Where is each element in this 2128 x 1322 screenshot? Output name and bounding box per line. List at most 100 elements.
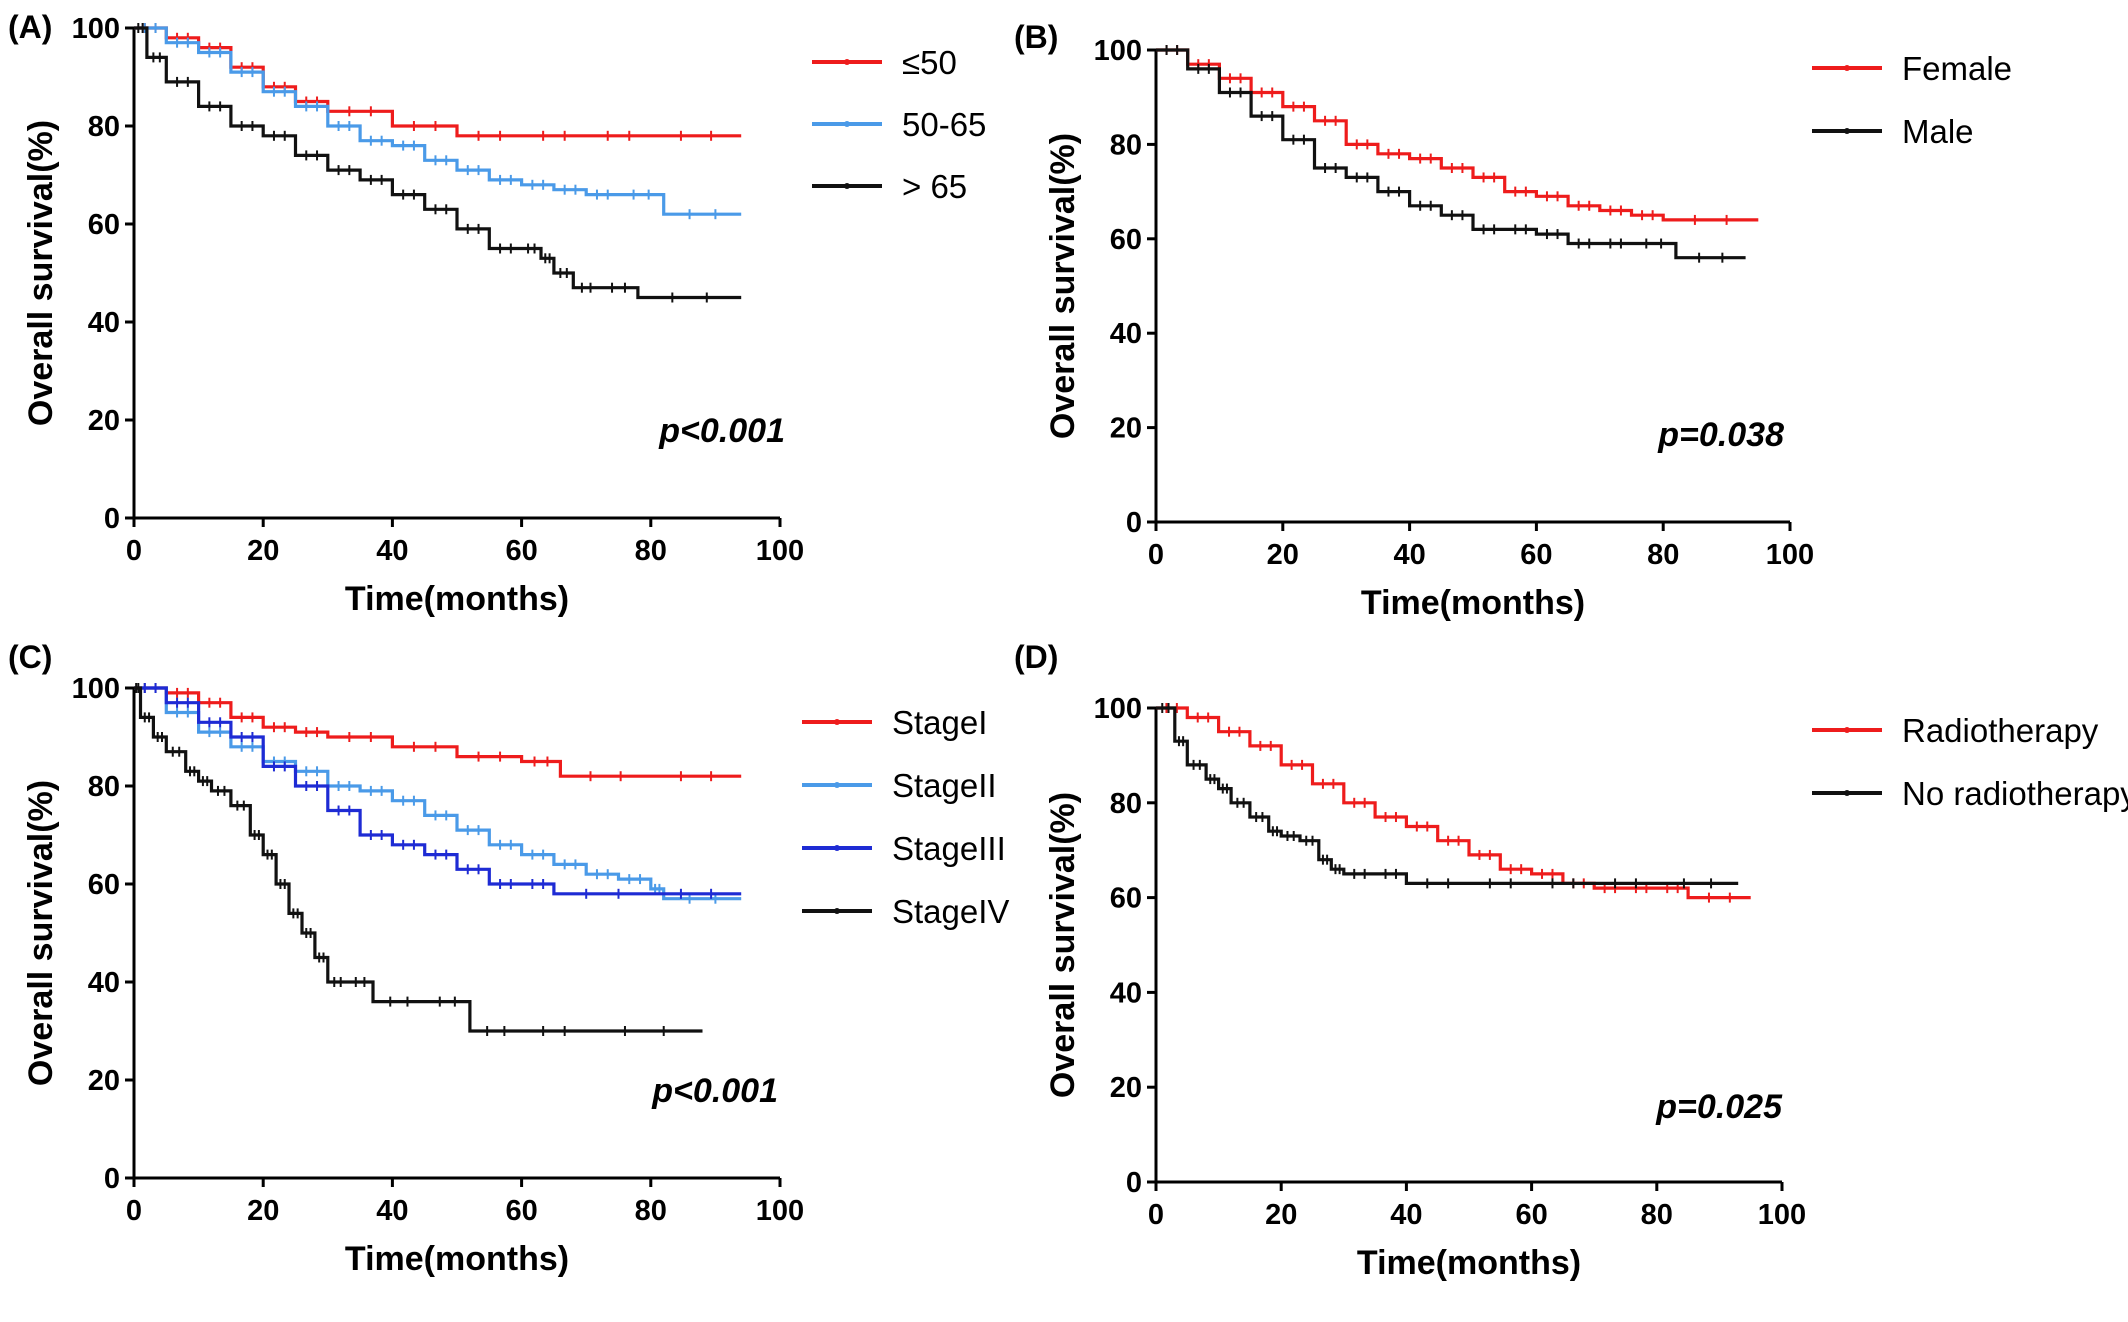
y-tick-label: 100 — [1094, 693, 1142, 725]
x-tick-label: 40 — [1390, 1199, 1422, 1231]
legend-label: StageIII — [892, 830, 1006, 867]
series-line-2 — [134, 686, 742, 901]
y-tick-label: 60 — [1110, 224, 1142, 256]
panel-1: (A) 0 20 40 60 80 100 0 20 40 60 80 100 Time(months) O… — [8, 9, 986, 618]
x-axis-label: Time(months) — [345, 1240, 569, 1278]
legend-label: StageI — [892, 704, 987, 741]
legend-marker — [834, 719, 840, 725]
legend-marker — [844, 59, 850, 65]
series-line-3 — [134, 26, 742, 300]
x-tick-label: 40 — [376, 1195, 408, 1227]
panel-label: (D) — [1014, 639, 1058, 675]
legend-label: StageII — [892, 767, 997, 804]
x-tick-label: 80 — [635, 535, 667, 567]
panel-label: (B) — [1014, 19, 1058, 55]
panel-3: (C) 0 20 40 60 80 100 0 20 40 60 80 100 Time(months) O… — [8, 639, 1009, 1278]
legend-marker — [844, 183, 850, 189]
series-line-1 — [1156, 706, 1751, 900]
x-tick-label: 100 — [1758, 1199, 1806, 1231]
y-tick-label: 80 — [88, 111, 120, 143]
p-value-annotation: p<0.001 — [658, 412, 785, 450]
y-tick-label: 20 — [1110, 413, 1142, 445]
p-value-annotation: p=0.038 — [1657, 416, 1784, 454]
x-tick-label: 80 — [1647, 539, 1679, 571]
panel-label: (C) — [8, 639, 52, 675]
x-axis-label: Time(months) — [1357, 1244, 1581, 1282]
x-tick-label: 20 — [1267, 539, 1299, 571]
x-tick-label: 60 — [505, 1195, 537, 1227]
x-tick-label: 80 — [635, 1195, 667, 1227]
x-tick-label: 60 — [1515, 1199, 1547, 1231]
legend-label: Radiotherapy — [1902, 712, 2099, 749]
y-tick-label: 60 — [88, 869, 120, 901]
x-tick-label: 100 — [756, 1195, 804, 1227]
series-line-2 — [1156, 48, 1746, 260]
y-axis-label: Overall survival(%) — [1044, 133, 1082, 439]
legend-label: Male — [1902, 113, 1974, 150]
series-line-4 — [134, 686, 703, 1033]
y-tick-label: 20 — [1110, 1072, 1142, 1104]
panel-4: (D) 0 20 40 60 80 100 0 20 40 60 80 100 Time(months) O… — [1014, 639, 2128, 1282]
x-axis-label: Time(months) — [345, 580, 569, 618]
y-axis-label: Overall survival(%) — [22, 780, 60, 1086]
y-tick-label: 40 — [88, 307, 120, 339]
series-line-1 — [1156, 48, 1759, 222]
panel-label: (A) — [8, 9, 52, 45]
x-tick-label: 100 — [1766, 539, 1814, 571]
legend-label: StageIV — [892, 893, 1009, 930]
y-tick-label: 100 — [72, 13, 120, 45]
legend-label: 50-65 — [902, 106, 986, 143]
y-tick-label: 0 — [104, 1163, 120, 1195]
x-tick-label: 20 — [1265, 1199, 1297, 1231]
x-tick-label: 40 — [1393, 539, 1425, 571]
y-axis-label: Overall survival(%) — [1044, 792, 1082, 1098]
series-line-2 — [1156, 706, 1739, 885]
y-tick-label: 40 — [88, 967, 120, 999]
y-tick-label: 0 — [1126, 507, 1142, 539]
x-axis-label: Time(months) — [1361, 584, 1585, 622]
x-tick-label: 80 — [1641, 1199, 1673, 1231]
series-line-1 — [134, 26, 742, 138]
x-tick-label: 0 — [126, 535, 142, 567]
y-tick-label: 20 — [88, 405, 120, 437]
legend-marker — [1844, 790, 1850, 796]
x-tick-label: 20 — [247, 535, 279, 567]
x-tick-label: 0 — [1148, 539, 1164, 571]
y-tick-label: 0 — [104, 503, 120, 535]
panel-2: (B) 0 20 40 60 80 100 0 20 40 60 80 100 Time(months) O… — [1014, 19, 2012, 622]
y-tick-label: 80 — [88, 771, 120, 803]
y-tick-label: 20 — [88, 1065, 120, 1097]
legend-marker — [834, 782, 840, 788]
x-tick-label: 100 — [756, 535, 804, 567]
y-tick-label: 100 — [1094, 35, 1142, 67]
y-tick-label: 80 — [1110, 788, 1142, 820]
y-tick-label: 0 — [1126, 1167, 1142, 1199]
y-tick-label: 60 — [88, 209, 120, 241]
y-tick-label: 100 — [72, 673, 120, 705]
legend-marker — [1844, 128, 1850, 134]
legend-label: No radiotherapy — [1902, 775, 2128, 812]
series-line-2 — [134, 26, 742, 216]
legend-marker — [834, 845, 840, 851]
y-tick-label: 40 — [1110, 318, 1142, 350]
x-tick-label: 60 — [505, 535, 537, 567]
y-tick-label: 40 — [1110, 977, 1142, 1009]
x-tick-label: 0 — [126, 1195, 142, 1227]
p-value-annotation: p<0.001 — [651, 1072, 778, 1110]
series-line-3 — [134, 686, 742, 896]
legend-marker — [1844, 727, 1850, 733]
x-tick-label: 60 — [1520, 539, 1552, 571]
x-tick-label: 0 — [1148, 1199, 1164, 1231]
legend-label: > 65 — [902, 168, 967, 205]
y-tick-label: 80 — [1110, 129, 1142, 161]
p-value-annotation: p=0.025 — [1655, 1088, 1783, 1126]
legend-label: ≤50 — [902, 44, 957, 81]
x-tick-label: 40 — [376, 535, 408, 567]
legend-marker — [834, 908, 840, 914]
legend-marker — [1844, 65, 1850, 71]
y-axis-label: Overall survival(%) — [22, 120, 60, 426]
legend-marker — [844, 121, 850, 127]
legend-label: Female — [1902, 50, 2012, 87]
y-tick-label: 60 — [1110, 883, 1142, 915]
